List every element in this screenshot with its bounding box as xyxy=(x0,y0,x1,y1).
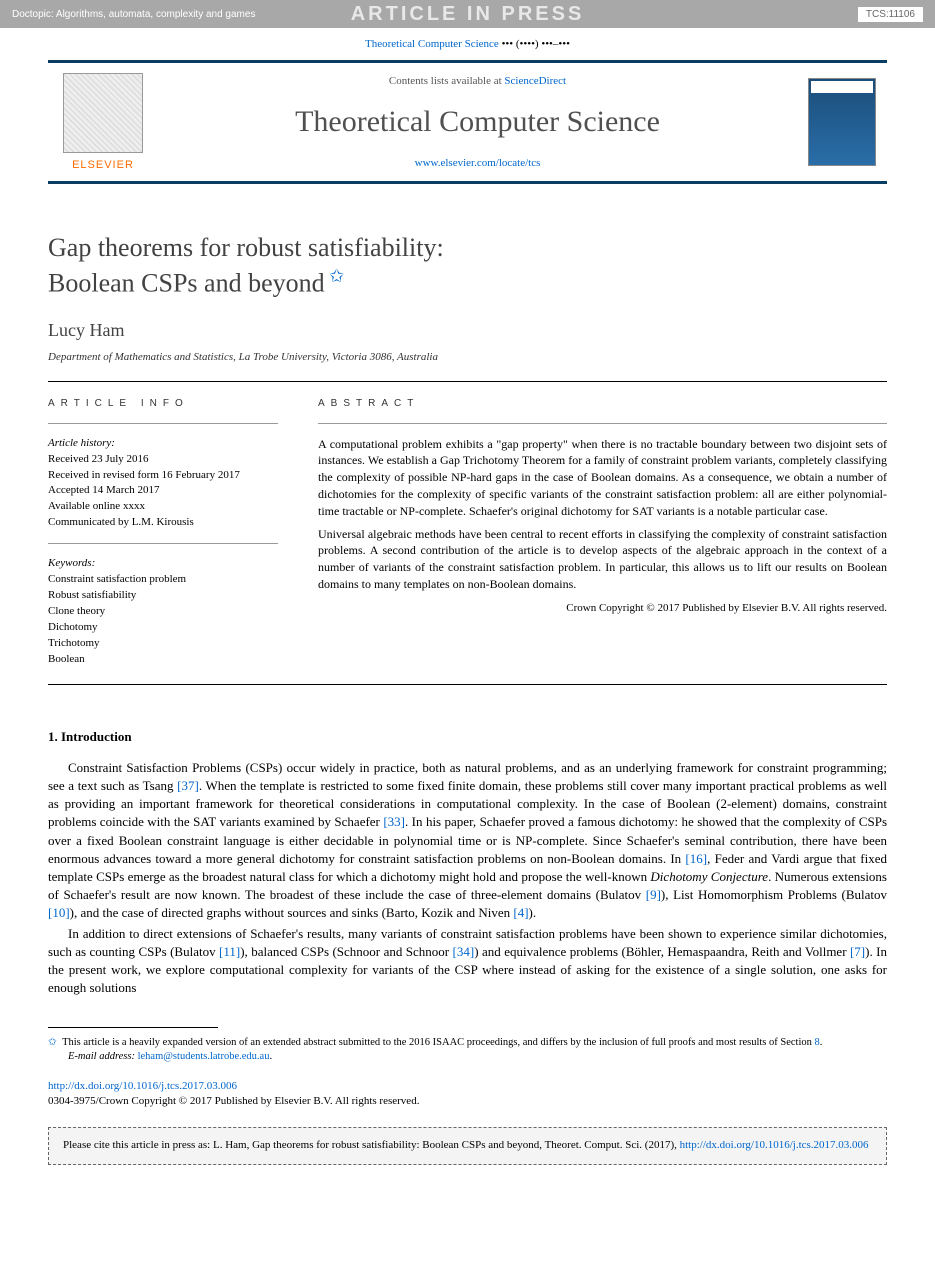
intro-para-1: Constraint Satisfaction Problems (CSPs) … xyxy=(48,759,887,923)
abstract-sep xyxy=(318,423,887,424)
journal-title: Theoretical Computer Science xyxy=(170,105,785,139)
sciencedirect-link[interactable]: ScienceDirect xyxy=(504,75,566,87)
publisher-logo-block: ELSEVIER xyxy=(48,63,158,181)
journal-ref-pages: ••• (••••) •••–••• xyxy=(499,38,570,50)
journal-url-link[interactable]: www.elsevier.com/locate/tcs xyxy=(415,157,541,169)
intro-body: Constraint Satisfaction Problems (CSPs) … xyxy=(48,759,887,997)
history-online: Available online xxxx xyxy=(48,499,278,515)
author-affiliation: Department of Mathematics and Statistics… xyxy=(48,351,887,363)
keyword-item: Dichotomy xyxy=(48,620,278,636)
keyword-item: Clone theory xyxy=(48,604,278,620)
press-banner: Doctopic: Algorithms, automata, complexi… xyxy=(0,0,935,28)
journal-reference-line: Theoretical Computer Science ••• (••••) … xyxy=(0,28,935,60)
elsevier-wordmark: ELSEVIER xyxy=(72,159,134,171)
intro-text: ). xyxy=(529,905,537,920)
keywords-heading: Keywords: xyxy=(48,556,278,572)
author-name: Lucy Ham xyxy=(48,320,887,341)
citation-text: Please cite this article in press as: L.… xyxy=(63,1139,680,1151)
intro-para-2: In addition to direct extensions of Scha… xyxy=(48,925,887,998)
journal-header: ELSEVIER Contents lists available at Sci… xyxy=(48,60,887,184)
journal-ref-link[interactable]: Theoretical Computer Science xyxy=(365,38,499,50)
cover-thumbnail-block xyxy=(797,63,887,181)
history-heading: Article history: xyxy=(48,436,278,452)
footnote-email: E-mail address: leham@students.latrobe.e… xyxy=(48,1050,887,1064)
footnotes-block: ✩ This article is a heavily expanded ver… xyxy=(48,1036,887,1064)
article-history-block: Article history: Received 23 July 2016 R… xyxy=(48,436,278,532)
ref-4-link[interactable]: [4] xyxy=(513,905,528,920)
ref-34-link[interactable]: [34] xyxy=(453,944,475,959)
ref-33-link[interactable]: [33] xyxy=(383,814,405,829)
history-accepted: Accepted 14 March 2017 xyxy=(48,483,278,499)
ref-16-link[interactable]: [16] xyxy=(685,851,707,866)
journal-cover-icon xyxy=(808,78,876,166)
title-line-2: Boolean CSPs and beyond xyxy=(48,268,325,297)
elsevier-tree-icon xyxy=(63,73,143,153)
intro-text: ), List Homomorphism Problems (Bulatov xyxy=(661,887,887,902)
abstract-para-1: A computational problem exhibits a "gap … xyxy=(318,436,887,520)
info-sep-2 xyxy=(48,543,278,544)
article-title: Gap theorems for robust satisfiability: … xyxy=(48,232,887,300)
footnote-star-icon: ✩ xyxy=(48,1037,57,1048)
keyword-item: Boolean xyxy=(48,652,278,668)
email-tail: . xyxy=(269,1051,272,1062)
footnote-tail: . xyxy=(820,1037,823,1048)
history-received: Received 23 July 2016 xyxy=(48,452,278,468)
doctopic-label: Doctopic: Algorithms, automata, complexi… xyxy=(12,9,255,20)
contents-available-line: Contents lists available at ScienceDirec… xyxy=(170,75,785,87)
footnote-text: This article is a heavily expanded versi… xyxy=(62,1037,814,1048)
article-info-column: ARTICLE INFO Article history: Received 2… xyxy=(48,398,278,668)
intro-text: ), balanced CSPs (Schnoor and Schnoor xyxy=(240,944,452,959)
contents-prefix: Contents lists available at xyxy=(389,75,504,87)
citation-box: Please cite this article in press as: L.… xyxy=(48,1127,887,1164)
footnote-separator xyxy=(48,1027,218,1028)
ref-7-link[interactable]: [7] xyxy=(850,944,865,959)
ref-9-link[interactable]: [9] xyxy=(646,887,661,902)
info-sep-1 xyxy=(48,423,278,424)
intro-text: ), and the case of directed graphs witho… xyxy=(70,905,514,920)
history-communicated: Communicated by L.M. Kirousis xyxy=(48,515,278,531)
journal-url-line: www.elsevier.com/locate/tcs xyxy=(170,157,785,169)
article-info-label: ARTICLE INFO xyxy=(48,398,278,409)
intro-heading: 1. Introduction xyxy=(48,729,887,745)
citation-doi-link[interactable]: http://dx.doi.org/10.1016/j.tcs.2017.03.… xyxy=(680,1139,869,1151)
ref-37-link[interactable]: [37] xyxy=(177,778,199,793)
title-line-1: Gap theorems for robust satisfiability: xyxy=(48,233,444,262)
keyword-item: Robust satisfiability xyxy=(48,588,278,604)
article-in-press-label: ARTICLE IN PRESS xyxy=(351,3,585,26)
abstract-text: A computational problem exhibits a "gap … xyxy=(318,436,887,617)
abstract-column: ABSTRACT A computational problem exhibit… xyxy=(318,398,887,668)
keyword-item: Trichotomy xyxy=(48,636,278,652)
intro-text: ) and equivalence problems (Böhler, Hema… xyxy=(474,944,850,959)
email-label: E-mail address: xyxy=(68,1051,135,1062)
abstract-copyright: Crown Copyright © 2017 Published by Else… xyxy=(318,601,887,616)
abstract-para-2: Universal algebraic methods have been ce… xyxy=(318,526,887,593)
ref-10-link[interactable]: [10] xyxy=(48,905,70,920)
info-abstract-row: ARTICLE INFO Article history: Received 2… xyxy=(48,382,887,684)
keyword-item: Constraint satisfaction problem xyxy=(48,572,278,588)
doi-link[interactable]: http://dx.doi.org/10.1016/j.tcs.2017.03.… xyxy=(48,1080,237,1092)
dichotomy-conjecture-term: Dichotomy Conjecture xyxy=(650,869,768,884)
ref-11-link[interactable]: [11] xyxy=(219,944,240,959)
history-revised: Received in revised form 16 February 201… xyxy=(48,468,278,484)
email-link[interactable]: leham@students.latrobe.edu.au xyxy=(138,1051,270,1062)
divider-bottom xyxy=(48,684,887,685)
keywords-block: Keywords: Constraint satisfaction proble… xyxy=(48,556,278,668)
doi-block: http://dx.doi.org/10.1016/j.tcs.2017.03.… xyxy=(48,1079,887,1110)
title-footnote-star-icon: ✩ xyxy=(325,266,345,286)
header-center: Contents lists available at ScienceDirec… xyxy=(158,63,797,181)
footnote-star: ✩ This article is a heavily expanded ver… xyxy=(48,1036,887,1050)
issn-copyright-line: 0304-3975/Crown Copyright © 2017 Publish… xyxy=(48,1095,419,1107)
abstract-label: ABSTRACT xyxy=(318,398,887,409)
tcs-id-badge: TCS:11106 xyxy=(858,7,923,22)
